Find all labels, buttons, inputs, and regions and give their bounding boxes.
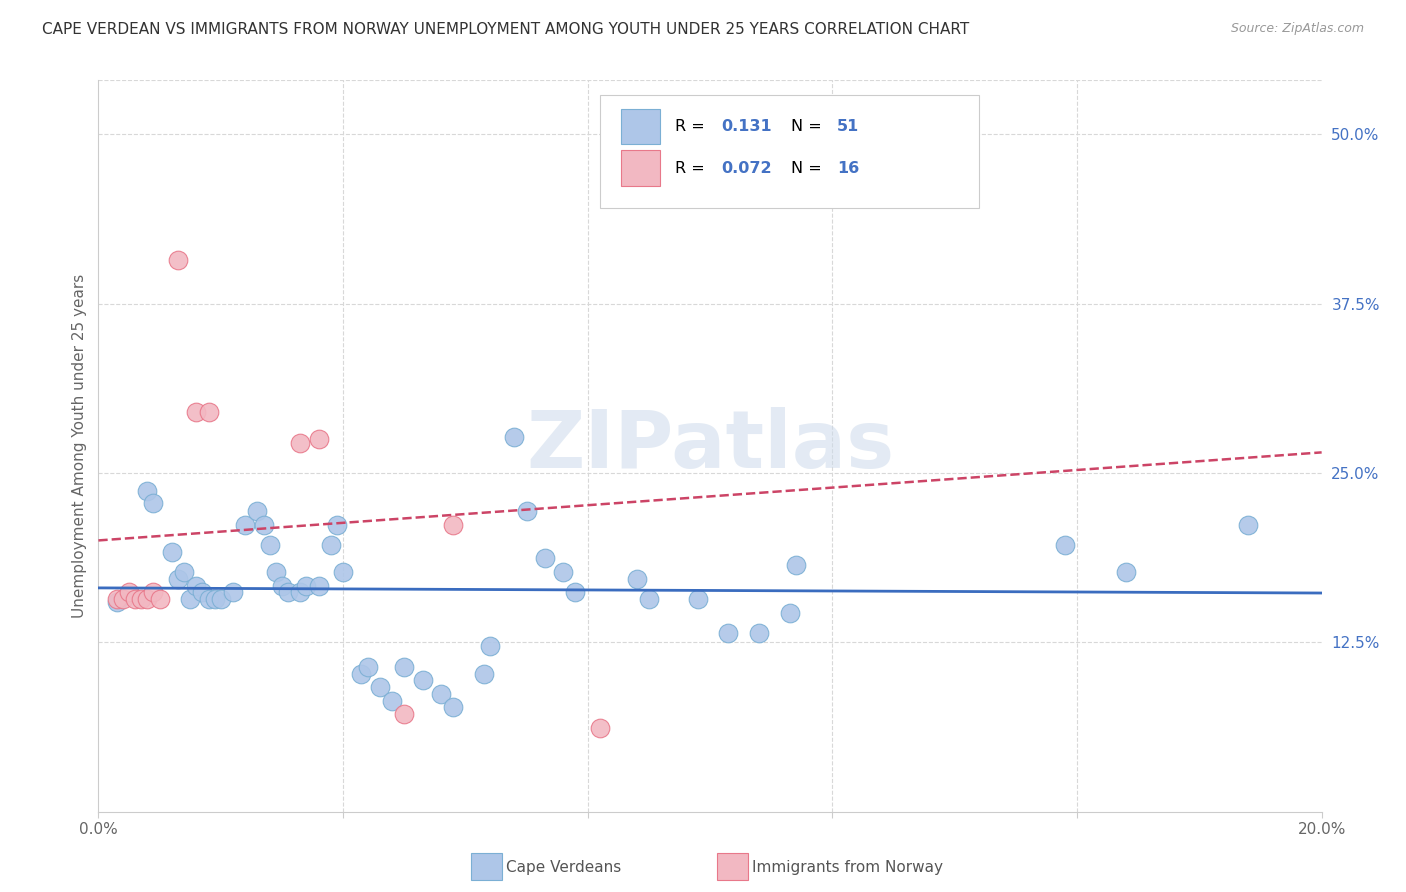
FancyBboxPatch shape	[620, 151, 659, 186]
Point	[564, 585, 586, 599]
Point	[179, 592, 201, 607]
Point	[136, 483, 159, 498]
Point	[1237, 517, 1260, 532]
Point	[290, 436, 312, 450]
Point	[392, 660, 416, 674]
Text: 16: 16	[837, 161, 859, 176]
Point	[319, 538, 342, 552]
Point	[136, 592, 159, 607]
Point	[277, 585, 299, 599]
FancyBboxPatch shape	[600, 95, 979, 209]
Point	[381, 693, 404, 707]
Point	[209, 592, 232, 607]
Point	[167, 572, 190, 586]
Text: R =: R =	[675, 119, 710, 134]
Point	[589, 721, 612, 735]
Point	[105, 592, 128, 607]
Point	[686, 592, 709, 607]
Point	[142, 585, 165, 599]
Point	[191, 585, 214, 599]
Point	[748, 626, 770, 640]
Point	[441, 700, 464, 714]
Point	[308, 432, 330, 446]
Point	[472, 666, 495, 681]
Point	[553, 565, 575, 579]
Point	[197, 592, 219, 607]
Text: ZIPatlas: ZIPatlas	[526, 407, 894, 485]
Point	[1115, 565, 1137, 579]
Text: Source: ZipAtlas.com: Source: ZipAtlas.com	[1230, 22, 1364, 36]
Point	[441, 517, 464, 532]
FancyBboxPatch shape	[620, 109, 659, 144]
Point	[233, 517, 256, 532]
Y-axis label: Unemployment Among Youth under 25 years: Unemployment Among Youth under 25 years	[72, 274, 87, 618]
Point	[356, 660, 378, 674]
Text: CAPE VERDEAN VS IMMIGRANTS FROM NORWAY UNEMPLOYMENT AMONG YOUTH UNDER 25 YEARS C: CAPE VERDEAN VS IMMIGRANTS FROM NORWAY U…	[42, 22, 969, 37]
Point	[252, 517, 274, 532]
Text: N =: N =	[790, 161, 827, 176]
Point	[118, 585, 141, 599]
Point	[246, 504, 269, 518]
Point	[326, 517, 349, 532]
Point	[167, 253, 190, 268]
Point	[1053, 538, 1076, 552]
Point	[290, 585, 312, 599]
Text: Immigrants from Norway: Immigrants from Norway	[752, 861, 943, 875]
Point	[350, 666, 373, 681]
Text: N =: N =	[790, 119, 827, 134]
Point	[129, 592, 152, 607]
Point	[264, 565, 287, 579]
Point	[503, 429, 526, 443]
Point	[637, 592, 661, 607]
Point	[717, 626, 740, 640]
Text: R =: R =	[675, 161, 710, 176]
Point	[478, 640, 501, 654]
Point	[430, 687, 453, 701]
Point	[626, 572, 648, 586]
Point	[197, 405, 219, 419]
Point	[332, 565, 354, 579]
Point	[295, 578, 318, 592]
Text: Cape Verdeans: Cape Verdeans	[506, 861, 621, 875]
Point	[142, 496, 165, 510]
Point	[124, 592, 146, 607]
Point	[222, 585, 245, 599]
Point	[204, 592, 226, 607]
Point	[186, 405, 208, 419]
Point	[186, 578, 208, 592]
Point	[392, 707, 416, 722]
Point	[259, 538, 281, 552]
Text: 0.072: 0.072	[721, 161, 772, 176]
Point	[516, 504, 538, 518]
Point	[785, 558, 807, 573]
Point	[308, 578, 330, 592]
Point	[368, 680, 391, 694]
Point	[412, 673, 434, 688]
Text: 51: 51	[837, 119, 859, 134]
Point	[779, 606, 801, 620]
Point	[149, 592, 172, 607]
Point	[111, 592, 134, 607]
Point	[270, 578, 292, 592]
Point	[105, 595, 128, 609]
Point	[534, 551, 557, 566]
Text: 0.131: 0.131	[721, 119, 772, 134]
Point	[160, 544, 183, 558]
Point	[173, 565, 195, 579]
